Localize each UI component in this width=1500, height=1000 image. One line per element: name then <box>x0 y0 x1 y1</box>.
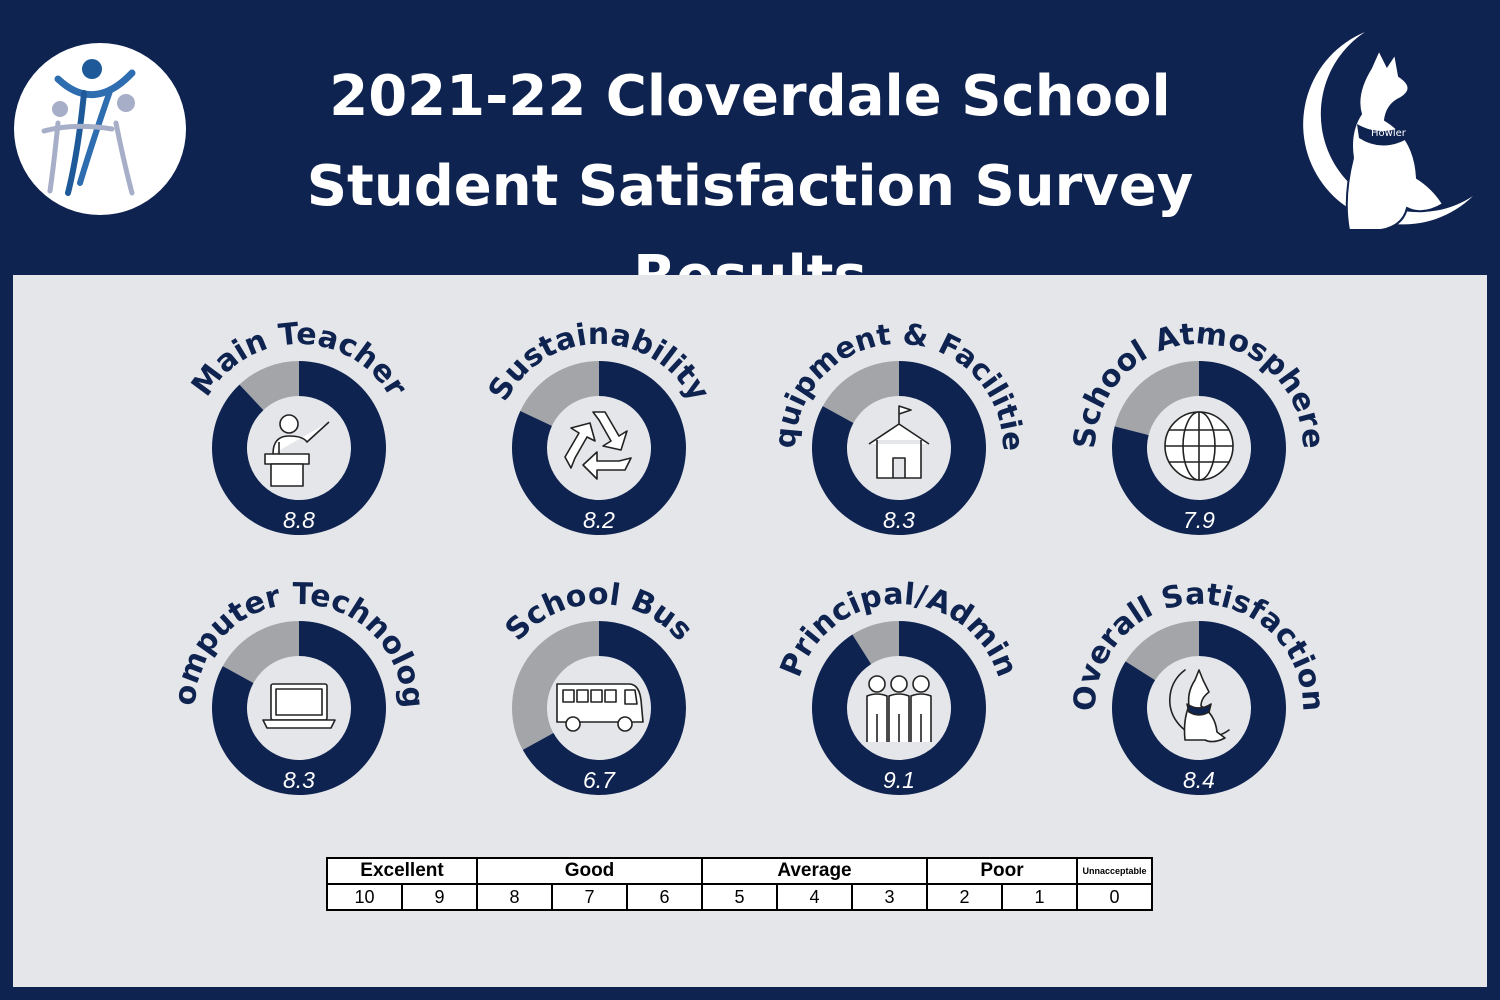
donut-hole <box>548 397 650 499</box>
scale-category: Unnacceptable <box>1076 857 1153 885</box>
scale-number: 1 <box>1001 883 1078 911</box>
people-icon <box>866 675 932 742</box>
scale-number: 8 <box>476 883 553 911</box>
scale-number: 7 <box>551 883 628 911</box>
scale-category: Good <box>476 857 703 885</box>
globe-icon <box>1164 411 1234 481</box>
mascot-bandana-label: Howler <box>1371 128 1407 139</box>
scale-number: 6 <box>626 883 703 911</box>
donut-score-segment <box>812 621 987 795</box>
donut-remainder-segment <box>1125 621 1199 681</box>
scale-category: Poor <box>926 857 1078 885</box>
donut-value-label: 8.3 <box>883 507 915 533</box>
donut-value-label: 8.8 <box>283 507 315 533</box>
donut-remainder-segment <box>822 361 899 423</box>
donut-value-label: 8.4 <box>1183 767 1215 793</box>
donut-remainder-segment <box>239 361 299 411</box>
laptop-icon <box>262 683 336 729</box>
title-line-1: 2021-22 Cloverdale School <box>329 64 1171 129</box>
donut-remainder-segment <box>1114 361 1199 436</box>
teacher-icon <box>264 414 330 487</box>
scale-number: 5 <box>701 883 778 911</box>
people-logo-icon <box>14 43 186 215</box>
scale-category: Average <box>701 857 928 885</box>
donut-score-segment <box>212 361 387 535</box>
scale-number: 10 <box>326 883 403 911</box>
donut-remainder-segment <box>222 621 299 683</box>
donut-value-label: 9.1 <box>883 767 915 793</box>
donut-score-segment <box>211 621 386 795</box>
scale-category: Excellent <box>326 857 478 885</box>
donut-score-segment <box>511 361 686 535</box>
wolf-mascot-icon <box>1169 669 1230 743</box>
bus-icon <box>556 683 644 732</box>
donut-remainder-segment <box>511 621 599 750</box>
scale-number: 2 <box>926 883 1003 911</box>
scale-number: 3 <box>851 883 928 911</box>
scale-number: 9 <box>401 883 478 911</box>
donut-value-label: 6.7 <box>583 767 616 793</box>
donut-value-label: 7.9 <box>1183 507 1215 533</box>
scale-number: 4 <box>776 883 853 911</box>
scale-number: 0 <box>1076 883 1153 911</box>
donut-remainder-segment <box>520 361 599 426</box>
donut-score-segment <box>811 361 986 535</box>
donut-remainder-segment <box>852 621 899 665</box>
donut-score-segment <box>522 621 686 795</box>
donut-value-label: 8.2 <box>583 507 615 533</box>
schoolhouse-icon <box>868 405 930 479</box>
recycle-icon <box>564 411 632 480</box>
donut-score-segment <box>1112 621 1286 795</box>
donut-score-segment <box>1112 361 1286 535</box>
wolf-mascot-logo-icon: Howler <box>1283 28 1478 240</box>
donut-value-label: 8.3 <box>283 767 315 793</box>
rating-scale-table: Excellent Good Average Poor Unnacceptabl… <box>326 857 1153 911</box>
